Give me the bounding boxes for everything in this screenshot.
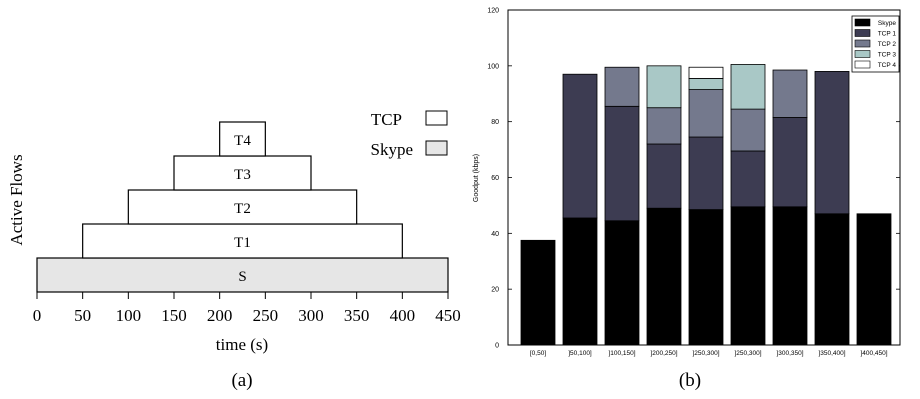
bars — [520, 64, 892, 346]
timeline-chart: Active Flows S T1 T2 T3 T4 0 50 100 150 200 250 30… — [7, 110, 461, 391]
bar-segment-tcp-2 — [772, 69, 808, 118]
x-tick-label: 350 — [344, 306, 370, 325]
bar-segment-tcp-2 — [688, 89, 724, 138]
x-tick-label: ]250,300] — [692, 350, 719, 357]
x-tick-label: 50 — [74, 306, 91, 325]
legend-swatch-tcp — [425, 110, 448, 126]
x-tick-label: 450 — [435, 306, 461, 325]
bar-segment-skype — [856, 213, 892, 346]
bar-segment-tcp-1 — [772, 117, 808, 208]
legend-swatch-tcp-4 — [854, 60, 871, 69]
bar-segment-tcp-1 — [646, 143, 682, 209]
legend-label-skype: Skype — [878, 20, 896, 27]
bar-segment-tcp-3 — [688, 77, 724, 90]
bar-segment-tcp-4 — [688, 66, 724, 79]
legend-label-tcp-4: TCP 4 — [878, 62, 897, 69]
x-tick-label: 100 — [116, 306, 142, 325]
bar-segment-skype — [646, 207, 682, 346]
panel-label-b: (b) — [679, 370, 701, 391]
bar-segment-skype — [562, 217, 598, 346]
stacked-bar-chart: 0 20 40 60 80 100 120 [0,50] ]50,100] ]100,150]]… — [473, 8, 901, 391]
x-tick-label: ]400,450] — [860, 350, 887, 357]
x-tick-label: 200 — [207, 306, 233, 325]
x-tick-label: ]350,400] — [818, 350, 845, 357]
bar-segment-skype — [772, 206, 808, 346]
bar-segment-tcp-3 — [730, 64, 766, 110]
legend-label-skype: Skype — [371, 140, 414, 159]
y-axis-label: Active Flows — [7, 154, 26, 245]
flow-bar-t3 — [173, 155, 312, 191]
bar-segment-tcp-2 — [604, 66, 640, 107]
x-tick-label: ]300,350] — [776, 350, 803, 357]
legend-swatch-tcp-3 — [854, 50, 871, 58]
y-tick-label: 60 — [491, 175, 499, 182]
legend-swatch-skype — [854, 18, 871, 27]
legend-label-tcp: TCP — [371, 110, 402, 129]
bar-segment-tcp-1 — [604, 105, 640, 222]
bar-segment-tcp-2 — [646, 107, 682, 145]
bar-segment-tcp-1 — [562, 73, 598, 219]
y-tick-label: 120 — [487, 8, 499, 15]
x-tick-label: 150 — [161, 306, 187, 325]
x-tick-label: ]250,300] — [734, 350, 761, 357]
bar-segment-tcp-1 — [688, 136, 724, 211]
bar-segment-tcp-3 — [646, 65, 682, 109]
x-tick-label: ]100,150] — [608, 350, 635, 357]
bar-segment-skype — [814, 213, 850, 346]
y-tick-label: 20 — [491, 287, 499, 294]
bar-segment-skype — [730, 206, 766, 346]
x-axis: 0 50 100 150 200 250 300 350 400 450 — [33, 291, 461, 325]
legend: TCP Skype — [371, 110, 448, 159]
panel-label-a: (a) — [231, 370, 252, 391]
legend-label-tcp-1: TCP 1 — [878, 31, 897, 38]
y-tick-label: 40 — [491, 231, 499, 238]
flow-bar-s — [36, 257, 449, 293]
flow-bars: S T1 T2 T3 T4 — [36, 121, 449, 293]
x-tick-label: ]200,250] — [650, 350, 677, 357]
flow-bar-t4 — [219, 121, 266, 157]
x-axis: [0,50] ]50,100] ]100,150] ]200,250] ]250,300… — [530, 342, 888, 357]
bar-segment-skype — [604, 220, 640, 346]
flow-label-t3: T3 — [234, 167, 251, 183]
x-tick-label: 300 — [298, 306, 324, 325]
legend-swatch-tcp-2 — [854, 39, 871, 48]
legend-label-tcp-2: TCP 2 — [878, 41, 897, 48]
flow-bar-t2 — [127, 189, 358, 225]
flow-label-t1: T1 — [234, 235, 251, 251]
y-tick-label: 100 — [487, 63, 499, 70]
bar-segment-tcp-2 — [730, 108, 766, 152]
y-axis: 0 20 40 60 80 100 120 — [487, 8, 900, 350]
x-tick-label: 0 — [33, 306, 42, 325]
bar-segment-tcp-1 — [814, 71, 850, 215]
y-axis-label: Goodput (kbps) — [473, 154, 480, 202]
flow-label-t4: T4 — [234, 133, 251, 149]
x-tick-label: [0,50] — [530, 350, 546, 357]
x-tick-label: 250 — [253, 306, 279, 325]
bar-segment-skype — [688, 209, 724, 346]
legend-swatch-tcp-1 — [854, 29, 871, 37]
x-tick-label: ]50,100] — [568, 350, 592, 357]
bar-segment-skype — [520, 239, 556, 346]
legend-label-tcp-3: TCP 3 — [878, 52, 897, 59]
legend: Skype TCP 1 TCP 2 TCP 3 TCP 4 — [851, 15, 900, 73]
y-tick-label: 80 — [491, 119, 499, 126]
flow-bar-t1 — [82, 223, 403, 259]
flow-label-s: S — [238, 269, 246, 285]
flow-label-t2: T2 — [234, 201, 251, 217]
x-axis-label: time (s) — [216, 335, 268, 354]
x-tick-label: 400 — [390, 306, 416, 325]
bar-segment-tcp-1 — [730, 150, 766, 208]
legend-swatch-skype — [425, 140, 448, 156]
y-tick-label: 0 — [495, 343, 499, 350]
